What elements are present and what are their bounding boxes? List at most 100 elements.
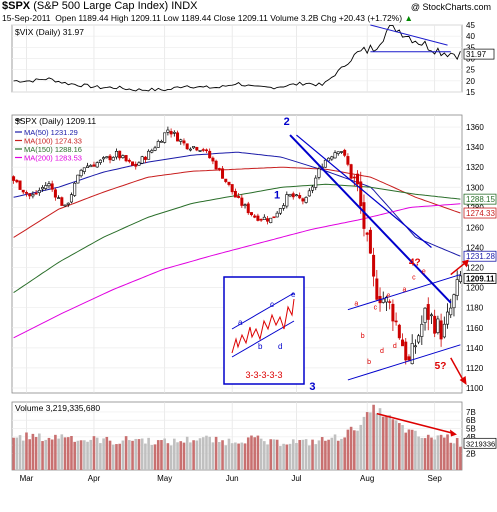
sub-wave-label: d [393,343,397,350]
volume-bar [150,444,154,470]
candle-body [417,335,421,343]
candle-body [397,324,401,339]
candle-body [92,164,96,167]
volume-bar [253,437,256,470]
candle-body [169,131,173,135]
price-label-box [463,250,497,262]
volume-bar [446,434,449,470]
candle-body [69,194,73,203]
volume-bar [201,437,205,470]
volume-tick-label: 4B [466,433,476,442]
wave-label-5: 5? [435,361,447,372]
candle-body [307,190,311,197]
volume-bar [102,438,105,470]
volume-bar [144,443,147,470]
volume-bar [401,425,404,470]
sub-wave-label: b [361,333,365,340]
candle-body [452,294,456,309]
volume-bar [44,439,48,470]
month-label-jun: Jun [226,474,239,483]
volume-bar [317,440,321,470]
volume-bar [404,432,408,470]
candle-body [285,194,289,207]
quote-low: Low 1189.44 [163,13,212,23]
candle-body [269,217,273,223]
candle-body [339,151,343,153]
candle-body [330,156,334,160]
volume-bar [137,439,141,470]
inset-wave-label: a [238,318,243,327]
candle-body [294,194,298,197]
volume-bar [346,429,350,470]
vix-tick-label: 45 [466,21,475,30]
volume-bar [221,440,224,470]
candle-body [429,314,433,317]
inset-wave-label: e [291,290,296,299]
candle-body [291,193,295,198]
candle-body [256,215,260,221]
ticker-symbol: $SPX [2,0,31,12]
volume-bar [205,435,208,470]
volume-bar [131,440,134,470]
candle-body [47,183,51,187]
sub-wave-label: d [380,348,384,355]
vix-last-label: 31.97 [466,50,487,59]
candle-body [31,194,35,197]
candle-body [298,195,302,199]
candle-body [127,159,131,162]
volume-bar [336,440,340,470]
sub-wave-label: c [374,305,378,312]
volume-bar [272,439,276,470]
volume-tick-label: 2B [466,449,476,458]
volume-bar [34,437,38,470]
candle-body [176,132,180,142]
volume-bar [240,442,244,470]
candle-body [423,307,427,323]
volume-bar [15,437,19,470]
candle-body [410,343,414,365]
candle-body [18,180,22,190]
candle-body [407,356,411,361]
vix-tick-label: 20 [466,77,475,86]
source-label: @ StockCharts.com [410,2,491,12]
candle-body [282,205,286,209]
candle-body [240,197,244,206]
wave-label-1: 1 [274,189,280,201]
volume-bar [79,440,83,470]
red-arrow-down-head [459,375,467,385]
candle-body [150,150,154,153]
volume-bar [414,430,417,470]
candle-body [50,183,54,190]
volume-red-arrow-head [449,429,457,437]
price-tick-label: 1300 [466,183,484,192]
price-tick-label: 1260 [466,223,484,232]
price-tick-label: 1320 [466,163,484,172]
volume-last-label: 3219336 [466,439,495,448]
inset-zigzag [231,298,295,354]
quote-line: 15-Sep-2011 Open 1189.44 High 1209.11 Lo… [2,13,413,24]
volume-bar [423,438,427,470]
candle-body [314,177,318,188]
volume-bar [385,415,388,470]
volume-bar [153,444,157,470]
candle-body [311,186,315,191]
exchange-label: INDX [171,0,198,12]
volume-bar [134,438,138,470]
volume-bar [372,404,375,470]
volume-bar [324,440,327,470]
candle-body [44,185,48,189]
candle-body [182,140,186,144]
candle-body [201,149,205,151]
vix-tick-label: 35 [466,43,475,52]
candle-body [278,208,282,214]
volume-bar [301,439,305,470]
candle-body [230,184,234,193]
volume-bar [182,442,186,470]
candle-body [391,303,395,322]
candle-body [266,218,270,222]
volume-bar [343,437,346,470]
ma-line-ma200 [13,203,461,339]
candle-body [217,168,221,170]
vix-tick-label: 25 [466,66,475,75]
quote-close: Close 1209.11 [213,13,268,23]
